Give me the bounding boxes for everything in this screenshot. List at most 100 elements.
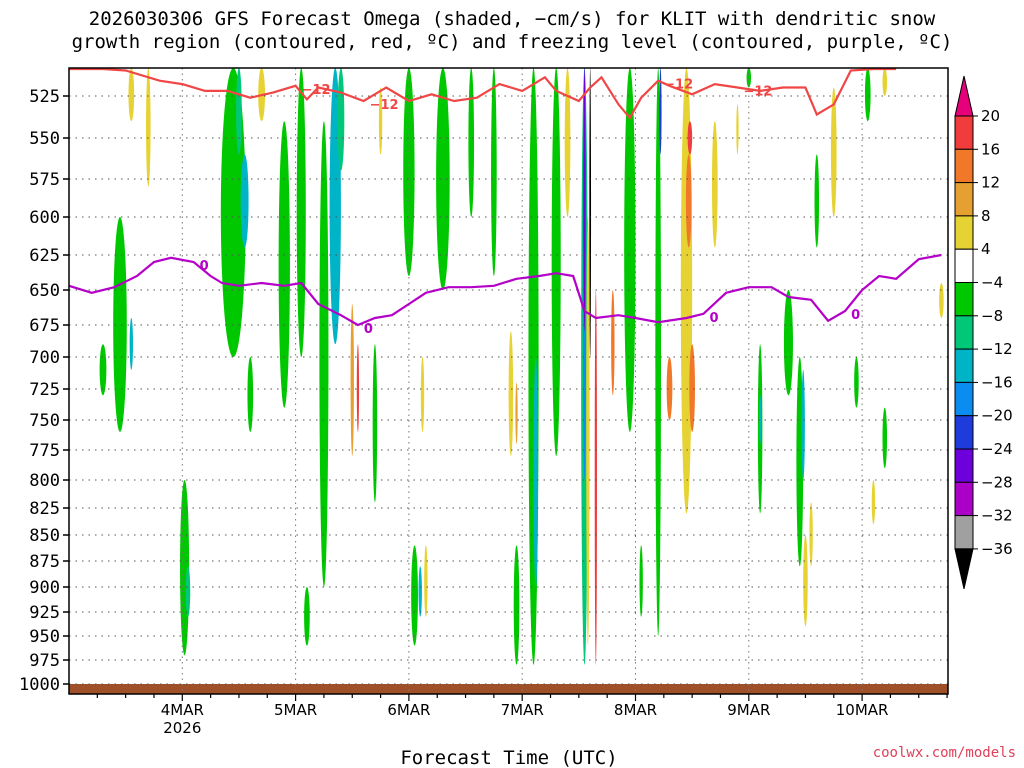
omega-cell <box>803 535 808 627</box>
omega-cell <box>296 68 306 357</box>
colorbar-label: 12 <box>981 174 1000 192</box>
colorbar-swatch <box>954 248 974 283</box>
colorbar-swatch <box>954 515 974 550</box>
colorbar-swatch <box>954 182 974 217</box>
omega-cell <box>403 68 415 276</box>
colorbar-swatch <box>954 282 974 317</box>
omega-cell <box>350 304 354 456</box>
omega-cell <box>129 318 134 370</box>
contour-label: −12 <box>743 85 772 100</box>
colorbar-swatch <box>954 415 974 450</box>
omega-cell <box>854 357 859 408</box>
omega-shading-layer <box>69 68 948 694</box>
colorbar-swatch <box>954 448 974 483</box>
omega-cell <box>319 121 329 587</box>
y-tick-label: 625 <box>29 246 60 266</box>
chart-title-line-1: 2026030306 GFS Forecast Omega (shaded, −… <box>88 8 936 30</box>
colorbar-label: 4 <box>981 240 991 258</box>
omega-cell <box>809 502 813 567</box>
colorbar-label: −24 <box>981 440 1013 458</box>
ground-layer <box>69 684 948 694</box>
omega-cell <box>711 121 718 248</box>
omega-cell <box>746 68 752 88</box>
contour-label: −12 <box>664 78 693 93</box>
omega-cell <box>113 217 127 432</box>
omega-cell <box>583 68 586 332</box>
omega-cell <box>659 68 662 155</box>
colorbar-label: 16 <box>981 140 1000 158</box>
omega-cell <box>337 68 345 171</box>
omega-cell <box>624 68 636 432</box>
omega-cell <box>758 395 762 444</box>
omega-cell <box>508 331 514 457</box>
colorbar-label: −4 <box>981 274 1003 292</box>
y-tick-label: 575 <box>29 170 60 190</box>
omega-cell <box>236 68 242 155</box>
omega-cell <box>586 216 590 646</box>
omega-cell <box>736 104 739 155</box>
colorbar-swatch <box>954 148 974 184</box>
omega-cell <box>639 545 643 617</box>
omega-cell <box>185 566 191 617</box>
omega-cell <box>685 154 692 248</box>
contour-label: 0 <box>851 308 860 323</box>
y-tick-label: 550 <box>29 129 60 149</box>
omega-cell <box>528 68 539 665</box>
omega-cell <box>814 154 820 248</box>
colorbar-label: −32 <box>981 507 1013 525</box>
colorbar: 20 16 12 8 4 −4 −8 −12 −16 −20 −24 −28 −32 −36 <box>954 75 1013 590</box>
colorbar-swatch <box>954 481 974 517</box>
colorbar-label: −12 <box>981 340 1013 358</box>
y-tick-label: 600 <box>29 208 60 228</box>
y-tick-label: 700 <box>29 348 60 368</box>
contour-label: −12 <box>370 98 399 113</box>
omega-cell <box>570 276 576 432</box>
omega-cell <box>589 68 592 357</box>
omega-cell <box>513 545 520 665</box>
omega-cell <box>515 382 518 444</box>
y-tick-label: 725 <box>29 380 60 400</box>
dendritic-growth-contour <box>69 67 897 120</box>
x-tick-label: 9MAR <box>727 701 770 719</box>
x-tick-label: 7MAR <box>501 701 544 719</box>
x-tick-year-label: 2026 <box>163 719 201 737</box>
omega-cell <box>278 121 290 408</box>
omega-cell <box>864 68 871 122</box>
y-axis: 525 550 575 600 625 650 675 700 725 750 775 800 825 8… <box>19 87 69 695</box>
omega-cell <box>304 587 310 646</box>
colorbar-swatch <box>954 348 974 383</box>
y-tick-label: 900 <box>29 578 60 598</box>
omega-cell <box>468 68 475 217</box>
omega-cell <box>939 283 944 318</box>
contour-label: 0 <box>200 259 209 274</box>
omega-cell <box>343 255 350 503</box>
omega-cell <box>801 369 805 480</box>
omega-cell <box>99 344 107 396</box>
omega-cell <box>146 68 151 187</box>
omega-cell <box>372 344 378 503</box>
contour-label: −12 <box>302 83 331 98</box>
omega-cell <box>871 480 876 525</box>
omega-cell <box>689 344 695 432</box>
x-tick-label: 5MAR <box>274 701 317 719</box>
x-axis-label: Forecast Time (UTC) <box>400 747 617 768</box>
freezing-level-contour <box>68 253 942 327</box>
omega-cell <box>594 290 597 665</box>
omega-cell <box>418 566 422 617</box>
y-tick-label: 925 <box>29 603 60 623</box>
omega-cell <box>128 68 135 122</box>
omega-cell <box>436 68 450 290</box>
colorbar-swatch <box>954 315 974 350</box>
omega-cell <box>830 87 837 217</box>
omega-cell <box>533 357 539 587</box>
y-tick-label: 650 <box>29 281 60 301</box>
colorbar-label: −16 <box>981 373 1013 391</box>
colorbar-label: −28 <box>981 473 1013 491</box>
y-tick-label: 875 <box>29 552 60 572</box>
colorbar-top-arrow <box>954 75 974 117</box>
contour-label: 0 <box>709 311 718 326</box>
omega-cell <box>551 68 561 456</box>
omega-cell <box>882 407 888 468</box>
